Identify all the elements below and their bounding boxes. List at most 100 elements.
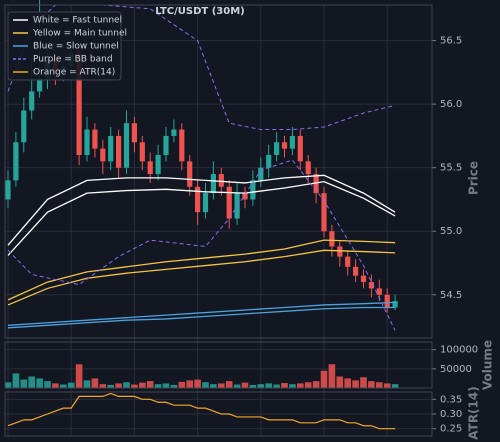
candle-body (155, 154, 161, 175)
candle-body (195, 186, 201, 213)
candle-body (13, 142, 19, 181)
volume-bar (320, 370, 328, 388)
candle-body (131, 123, 137, 143)
volume-bar (376, 382, 383, 388)
atr-frame (4, 391, 433, 437)
volume-bar (304, 382, 312, 388)
candle-body (376, 288, 382, 295)
candle-body (116, 135, 122, 168)
candle-body (139, 142, 145, 162)
volume-bar (218, 383, 225, 388)
atr-line (7, 392, 396, 430)
volume-bar (328, 364, 336, 388)
candle-body (266, 154, 272, 168)
candle-body (5, 180, 11, 200)
candle-body (345, 256, 351, 267)
overlay-line (7, 249, 396, 306)
volume-bar (312, 381, 320, 388)
volume-bar (162, 383, 170, 388)
candle-body (147, 161, 153, 175)
volume-bar (289, 384, 296, 388)
volume-bar (12, 373, 20, 388)
candle-body (37, 78, 43, 92)
candle-body (108, 135, 114, 162)
legend-label: Blue = Slow tunnel (33, 42, 119, 52)
volume-bar (233, 384, 241, 388)
volume-bar (123, 382, 130, 388)
y-tick-label: 0.35 (440, 394, 462, 405)
volume-bar (67, 382, 75, 388)
candle-body (289, 135, 295, 149)
volume-bar (60, 384, 67, 388)
volume-bar (170, 384, 178, 388)
candle-body (368, 282, 374, 289)
price-frame (4, 4, 433, 339)
legend: White = Fast tunnel Yellow = Main tunnel B… (7, 11, 127, 81)
volume-bar (336, 376, 344, 388)
candle-body (163, 135, 169, 155)
volume-bar (383, 383, 391, 388)
volume-bar (281, 383, 288, 388)
candle-body (210, 174, 216, 194)
candle-body (21, 110, 27, 143)
legend-label: White = Fast tunnel (33, 16, 122, 26)
volume-bar (178, 381, 186, 388)
y-tick-label: 50000 (440, 364, 472, 375)
y-tick-label: 56.5 (440, 36, 462, 47)
candle-body (29, 91, 35, 111)
overlay-line (7, 174, 396, 246)
volume-bar (52, 383, 59, 388)
volume-bar (99, 384, 107, 388)
legend-label: Orange = ATR(14) (33, 68, 115, 78)
volume-bar (391, 384, 399, 388)
y-tick-label: 0.30 (440, 409, 462, 420)
volume-bar (344, 378, 351, 388)
candle-body (337, 246, 343, 257)
y-tick-label: 56.0 (440, 99, 462, 110)
candle-body (171, 129, 177, 136)
y-tick-label: 100000 (440, 345, 478, 356)
candle-body (329, 231, 335, 247)
candle-body (321, 193, 327, 232)
volume-bar (28, 376, 35, 388)
y-tick-label: 55.0 (440, 226, 462, 237)
candle-body (84, 129, 90, 155)
candle-body (218, 174, 224, 187)
volume-bar (210, 384, 217, 388)
volume-bar (36, 378, 43, 388)
volume-bar (194, 379, 201, 388)
candle-body (123, 123, 130, 168)
volume-bar (352, 380, 359, 388)
volume-bar (115, 383, 122, 388)
candle-body (250, 180, 256, 200)
volume-bar (131, 384, 138, 388)
candle-body (281, 142, 288, 149)
chart-title: LTC/USDT (30M) (155, 6, 244, 17)
candle-body (384, 294, 390, 308)
candle-body (179, 129, 185, 162)
y-axis-label: Price (467, 161, 481, 195)
volume-bar (75, 364, 83, 388)
volume-bar (368, 381, 375, 388)
candle-body (92, 129, 98, 149)
y-tick-label: 55.5 (440, 163, 462, 174)
candle-body (297, 135, 303, 162)
candle-body (274, 142, 280, 155)
volume-bar (273, 384, 280, 388)
atr-axis-label: ATR(14) (467, 386, 481, 439)
candle-body (353, 266, 359, 276)
volume-bar (360, 377, 367, 388)
candle-body (258, 167, 264, 181)
volume-bar (257, 384, 265, 388)
overlay-line (7, 159, 396, 331)
volume-bar (225, 381, 233, 388)
candle-body (305, 161, 311, 175)
volume-bar (4, 382, 12, 388)
candle-body (242, 193, 248, 200)
volume-bar (83, 380, 91, 388)
y-tick-label: 0.25 (440, 424, 462, 435)
volume-bar (44, 381, 51, 388)
volume-bar (20, 379, 28, 388)
volume-bar (186, 380, 193, 388)
